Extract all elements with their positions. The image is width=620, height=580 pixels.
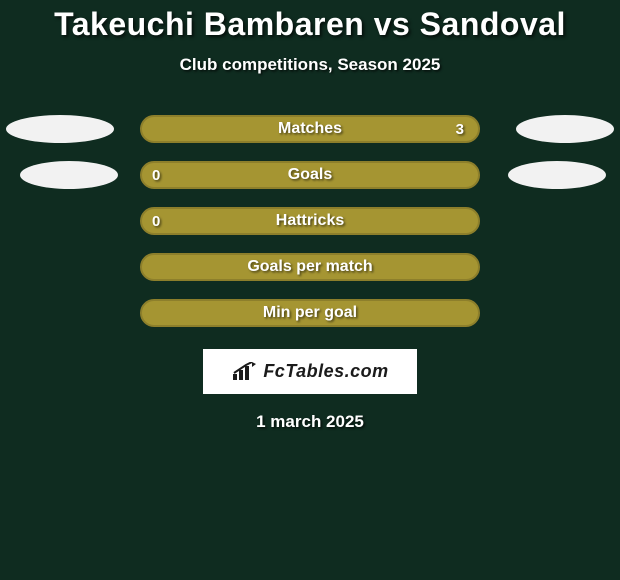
stat-right-value: 3	[456, 121, 464, 138]
stat-row-matches: Matches 3	[0, 115, 620, 143]
stat-bar: 0 Hattricks	[140, 207, 480, 235]
stat-label: Min per goal	[263, 304, 357, 322]
stat-bar: 0 Goals	[140, 161, 480, 189]
stat-bar: Matches 3	[140, 115, 480, 143]
subtitle: Club competitions, Season 2025	[0, 55, 620, 75]
stat-label: Matches	[278, 120, 342, 138]
stat-label: Goals per match	[247, 258, 372, 276]
stat-row-hattricks: 0 Hattricks	[0, 207, 620, 235]
stat-label: Hattricks	[276, 212, 344, 230]
barchart-icon	[231, 362, 257, 382]
stat-bar: Min per goal	[140, 299, 480, 327]
logo: FcTables.com	[203, 349, 416, 394]
date-text: 1 march 2025	[0, 412, 620, 432]
pill-right	[516, 115, 614, 143]
stat-left-value: 0	[152, 167, 160, 184]
logo-text: FcTables.com	[263, 361, 388, 382]
pill-left	[6, 115, 114, 143]
page-title: Takeuchi Bambaren vs Sandoval	[0, 6, 620, 43]
stat-row-mpg: Min per goal	[0, 299, 620, 327]
stat-label: Goals	[288, 166, 332, 184]
pill-right	[508, 161, 606, 189]
pill-left	[20, 161, 118, 189]
stat-row-goals: 0 Goals	[0, 161, 620, 189]
stat-row-gpm: Goals per match	[0, 253, 620, 281]
stats-list: Matches 3 0 Goals 0 Hattricks	[0, 115, 620, 327]
stat-bar: Goals per match	[140, 253, 480, 281]
stat-left-value: 0	[152, 213, 160, 230]
card: Takeuchi Bambaren vs Sandoval Club compe…	[0, 0, 620, 432]
